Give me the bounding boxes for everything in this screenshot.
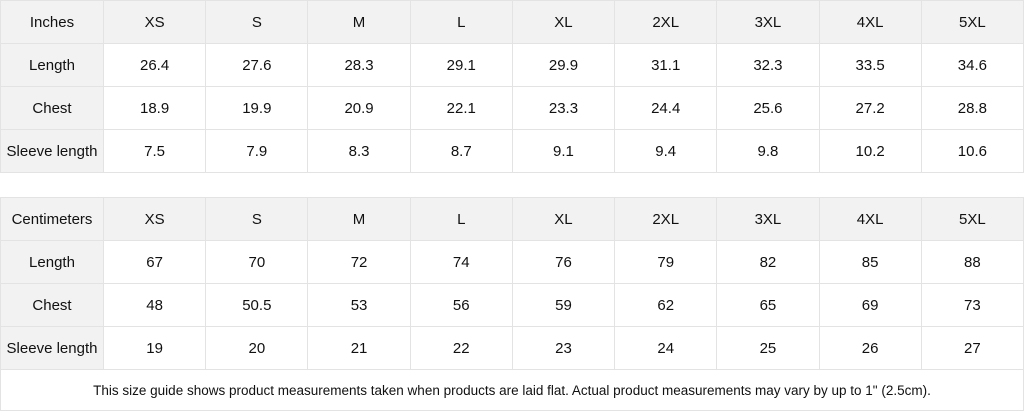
- row-label: Chest: [0, 283, 104, 327]
- measurement-cell: 88: [920, 240, 1024, 284]
- measurement-cell: 26: [818, 326, 922, 370]
- measurement-cell: 19: [102, 326, 207, 370]
- measurement-cell: 9.1: [511, 129, 616, 173]
- unit-header: Inches: [0, 0, 104, 44]
- measurement-cell: 8.7: [409, 129, 513, 173]
- measurement-cell: 10.2: [818, 129, 922, 173]
- row-label: Sleeve length: [0, 326, 104, 370]
- size-header: 4XL: [818, 0, 922, 44]
- size-header: XS: [102, 0, 207, 44]
- measurement-cell: 62: [614, 283, 718, 327]
- measurement-cell: 74: [409, 240, 513, 284]
- measurement-cell: 79: [614, 240, 718, 284]
- size-header: S: [205, 0, 309, 44]
- measurement-cell: 53: [307, 283, 411, 327]
- size-header: 2XL: [614, 0, 718, 44]
- size-header: XL: [511, 197, 616, 241]
- measurement-cell: 33.5: [818, 43, 922, 87]
- size-header: 5XL: [920, 0, 1024, 44]
- size-header: 3XL: [716, 197, 820, 241]
- measurement-cell: 22: [409, 326, 513, 370]
- measurement-cell: 69: [818, 283, 922, 327]
- measurement-cell: 72: [307, 240, 411, 284]
- spacer-cell: [0, 172, 1024, 198]
- measurement-cell: 56: [409, 283, 513, 327]
- measurement-cell: 27.2: [818, 86, 922, 130]
- size-header: 4XL: [818, 197, 922, 241]
- measurement-cell: 24: [614, 326, 718, 370]
- measurement-cell: 34.6: [920, 43, 1024, 87]
- measurement-cell: 28.3: [307, 43, 411, 87]
- measurement-cell: 29.9: [511, 43, 616, 87]
- measurement-cell: 32.3: [716, 43, 820, 87]
- table-row: Sleeve length 7.5 7.9 8.3 8.7 9.1 9.4 9.8 10.2 10…: [0, 129, 1024, 173]
- measurement-cell: 26.4: [102, 43, 207, 87]
- measurement-cell: 21: [307, 326, 411, 370]
- measurement-cell: 29.1: [409, 43, 513, 87]
- measurement-cell: 25: [716, 326, 820, 370]
- measurement-cell: 20.9: [307, 86, 411, 130]
- table-row: Length 26.4 27.6 28.3 29.1 29.9 31.1 32.3 33.5 34…: [0, 43, 1024, 87]
- measurement-cell: 23: [511, 326, 616, 370]
- header-row: Centimeters XS S M L XL 2XL 3XL 4XL 5XL: [0, 197, 1024, 241]
- measurement-cell: 7.9: [205, 129, 309, 173]
- table-row: Length 67 70 72 74 76 79 82 85 88: [0, 240, 1024, 284]
- measurement-cell: 9.8: [716, 129, 820, 173]
- measurement-cell: 23.3: [511, 86, 616, 130]
- size-header: S: [205, 197, 309, 241]
- row-label: Sleeve length: [0, 129, 104, 173]
- footnote: This size guide shows product measuremen…: [0, 369, 1024, 411]
- row-label: Chest: [0, 86, 104, 130]
- measurement-cell: 65: [716, 283, 820, 327]
- size-header: L: [409, 197, 513, 241]
- measurement-cell: 18.9: [102, 86, 207, 130]
- size-header: M: [307, 0, 411, 44]
- size-header: L: [409, 0, 513, 44]
- size-header: XS: [102, 197, 207, 241]
- measurement-cell: 8.3: [307, 129, 411, 173]
- unit-header: Centimeters: [0, 197, 104, 241]
- measurement-cell: 73: [920, 283, 1024, 327]
- header-row: Inches XS S M L XL 2XL 3XL 4XL 5XL: [0, 0, 1024, 44]
- measurement-cell: 20: [205, 326, 309, 370]
- measurement-cell: 7.5: [102, 129, 207, 173]
- measurement-cell: 48: [102, 283, 207, 327]
- spacer-row: [0, 172, 1024, 198]
- measurement-cell: 85: [818, 240, 922, 284]
- measurement-cell: 22.1: [409, 86, 513, 130]
- size-header: 5XL: [920, 197, 1024, 241]
- table-row: Chest 18.9 19.9 20.9 22.1 23.3 24.4 25.6 27.2 28.…: [0, 86, 1024, 130]
- table-row: Sleeve length 19 20 21 22 23 24 25 26 27: [0, 326, 1024, 370]
- measurement-cell: 59: [511, 283, 616, 327]
- measurement-cell: 67: [102, 240, 207, 284]
- size-header: 3XL: [716, 0, 820, 44]
- measurement-cell: 31.1: [614, 43, 718, 87]
- measurement-cell: 9.4: [614, 129, 718, 173]
- measurement-cell: 27.6: [205, 43, 309, 87]
- measurement-cell: 28.8: [920, 86, 1024, 130]
- measurement-cell: 27: [920, 326, 1024, 370]
- measurement-cell: 76: [511, 240, 616, 284]
- table-row: Chest 48 50.5 53 56 59 62 65 69 73: [0, 283, 1024, 327]
- measurement-cell: 24.4: [614, 86, 718, 130]
- size-header: 2XL: [614, 197, 718, 241]
- measurement-cell: 70: [205, 240, 309, 284]
- measurement-cell: 82: [716, 240, 820, 284]
- row-label: Length: [0, 240, 104, 284]
- measurement-cell: 25.6: [716, 86, 820, 130]
- row-label: Length: [0, 43, 104, 87]
- measurement-cell: 10.6: [920, 129, 1024, 173]
- footnote-row: This size guide shows product measuremen…: [0, 369, 1024, 411]
- measurement-cell: 50.5: [205, 283, 309, 327]
- size-header: M: [307, 197, 411, 241]
- measurement-cell: 19.9: [205, 86, 309, 130]
- size-header: XL: [511, 0, 616, 44]
